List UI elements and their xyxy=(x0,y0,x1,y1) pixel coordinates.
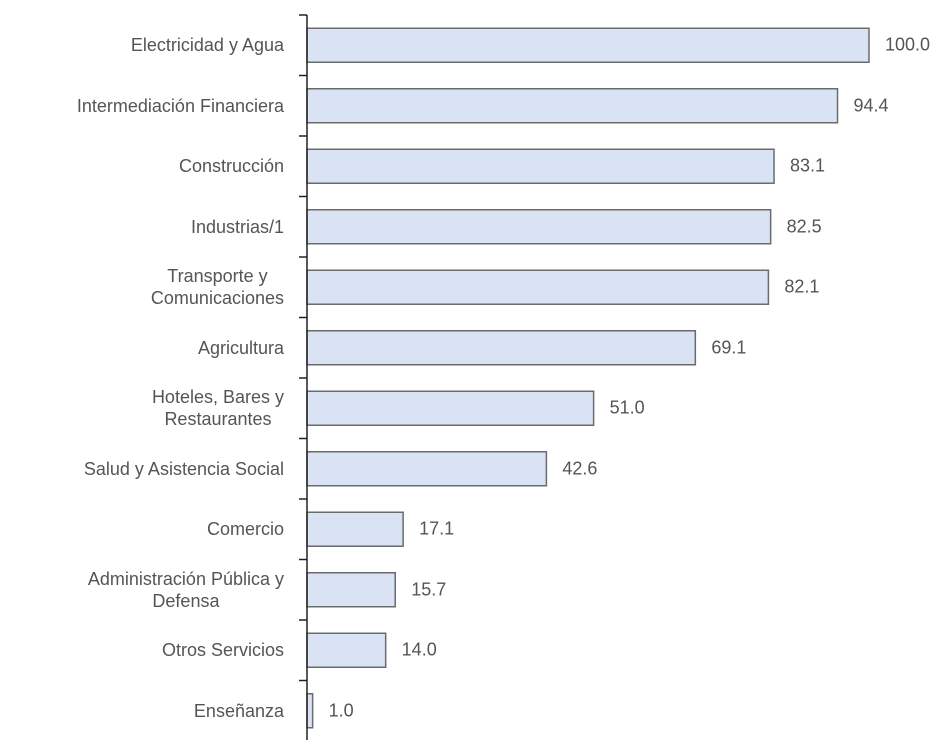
category-label: Comercio xyxy=(206,519,284,540)
category-label: Salud y Asistencia Social xyxy=(83,458,284,479)
bar xyxy=(306,148,775,184)
value-label: 1.0 xyxy=(328,700,354,721)
value-label: 82.5 xyxy=(786,216,822,237)
bar xyxy=(306,572,396,608)
value-label: 17.1 xyxy=(419,518,455,539)
bar xyxy=(306,209,772,245)
value-label: 14.0 xyxy=(401,639,437,660)
category-label: Agricultura xyxy=(197,337,284,358)
value-label: 15.7 xyxy=(411,579,447,600)
value-label: 83.1 xyxy=(790,155,826,176)
bar xyxy=(306,632,387,668)
bar xyxy=(306,27,870,63)
category-label: Administración Pública y Defensa xyxy=(87,568,284,611)
category-label: Transporte y Comunicaciones xyxy=(150,266,284,309)
bar xyxy=(306,88,839,124)
category-label: Enseñanza xyxy=(193,700,284,721)
bar xyxy=(306,511,404,547)
value-label: 82.1 xyxy=(784,276,820,297)
category-label: Otros Servicios xyxy=(161,640,284,661)
category-label: Intermediación Financiera xyxy=(76,95,284,116)
bar xyxy=(306,693,314,729)
value-label: 69.1 xyxy=(711,337,747,358)
value-label: 100.0 xyxy=(885,34,931,55)
value-label: 94.4 xyxy=(853,95,889,116)
category-label: Industrias/1 xyxy=(190,216,284,237)
category-label: Construcción xyxy=(178,156,284,177)
bar xyxy=(306,330,697,366)
bar xyxy=(306,390,595,426)
value-label: 51.0 xyxy=(609,397,645,418)
bar xyxy=(306,451,548,487)
category-label: Hoteles, Bares y Restaurantes xyxy=(151,387,284,430)
value-label: 42.6 xyxy=(562,458,598,479)
category-label: Electricidad y Agua xyxy=(130,35,284,56)
bar xyxy=(306,269,770,305)
